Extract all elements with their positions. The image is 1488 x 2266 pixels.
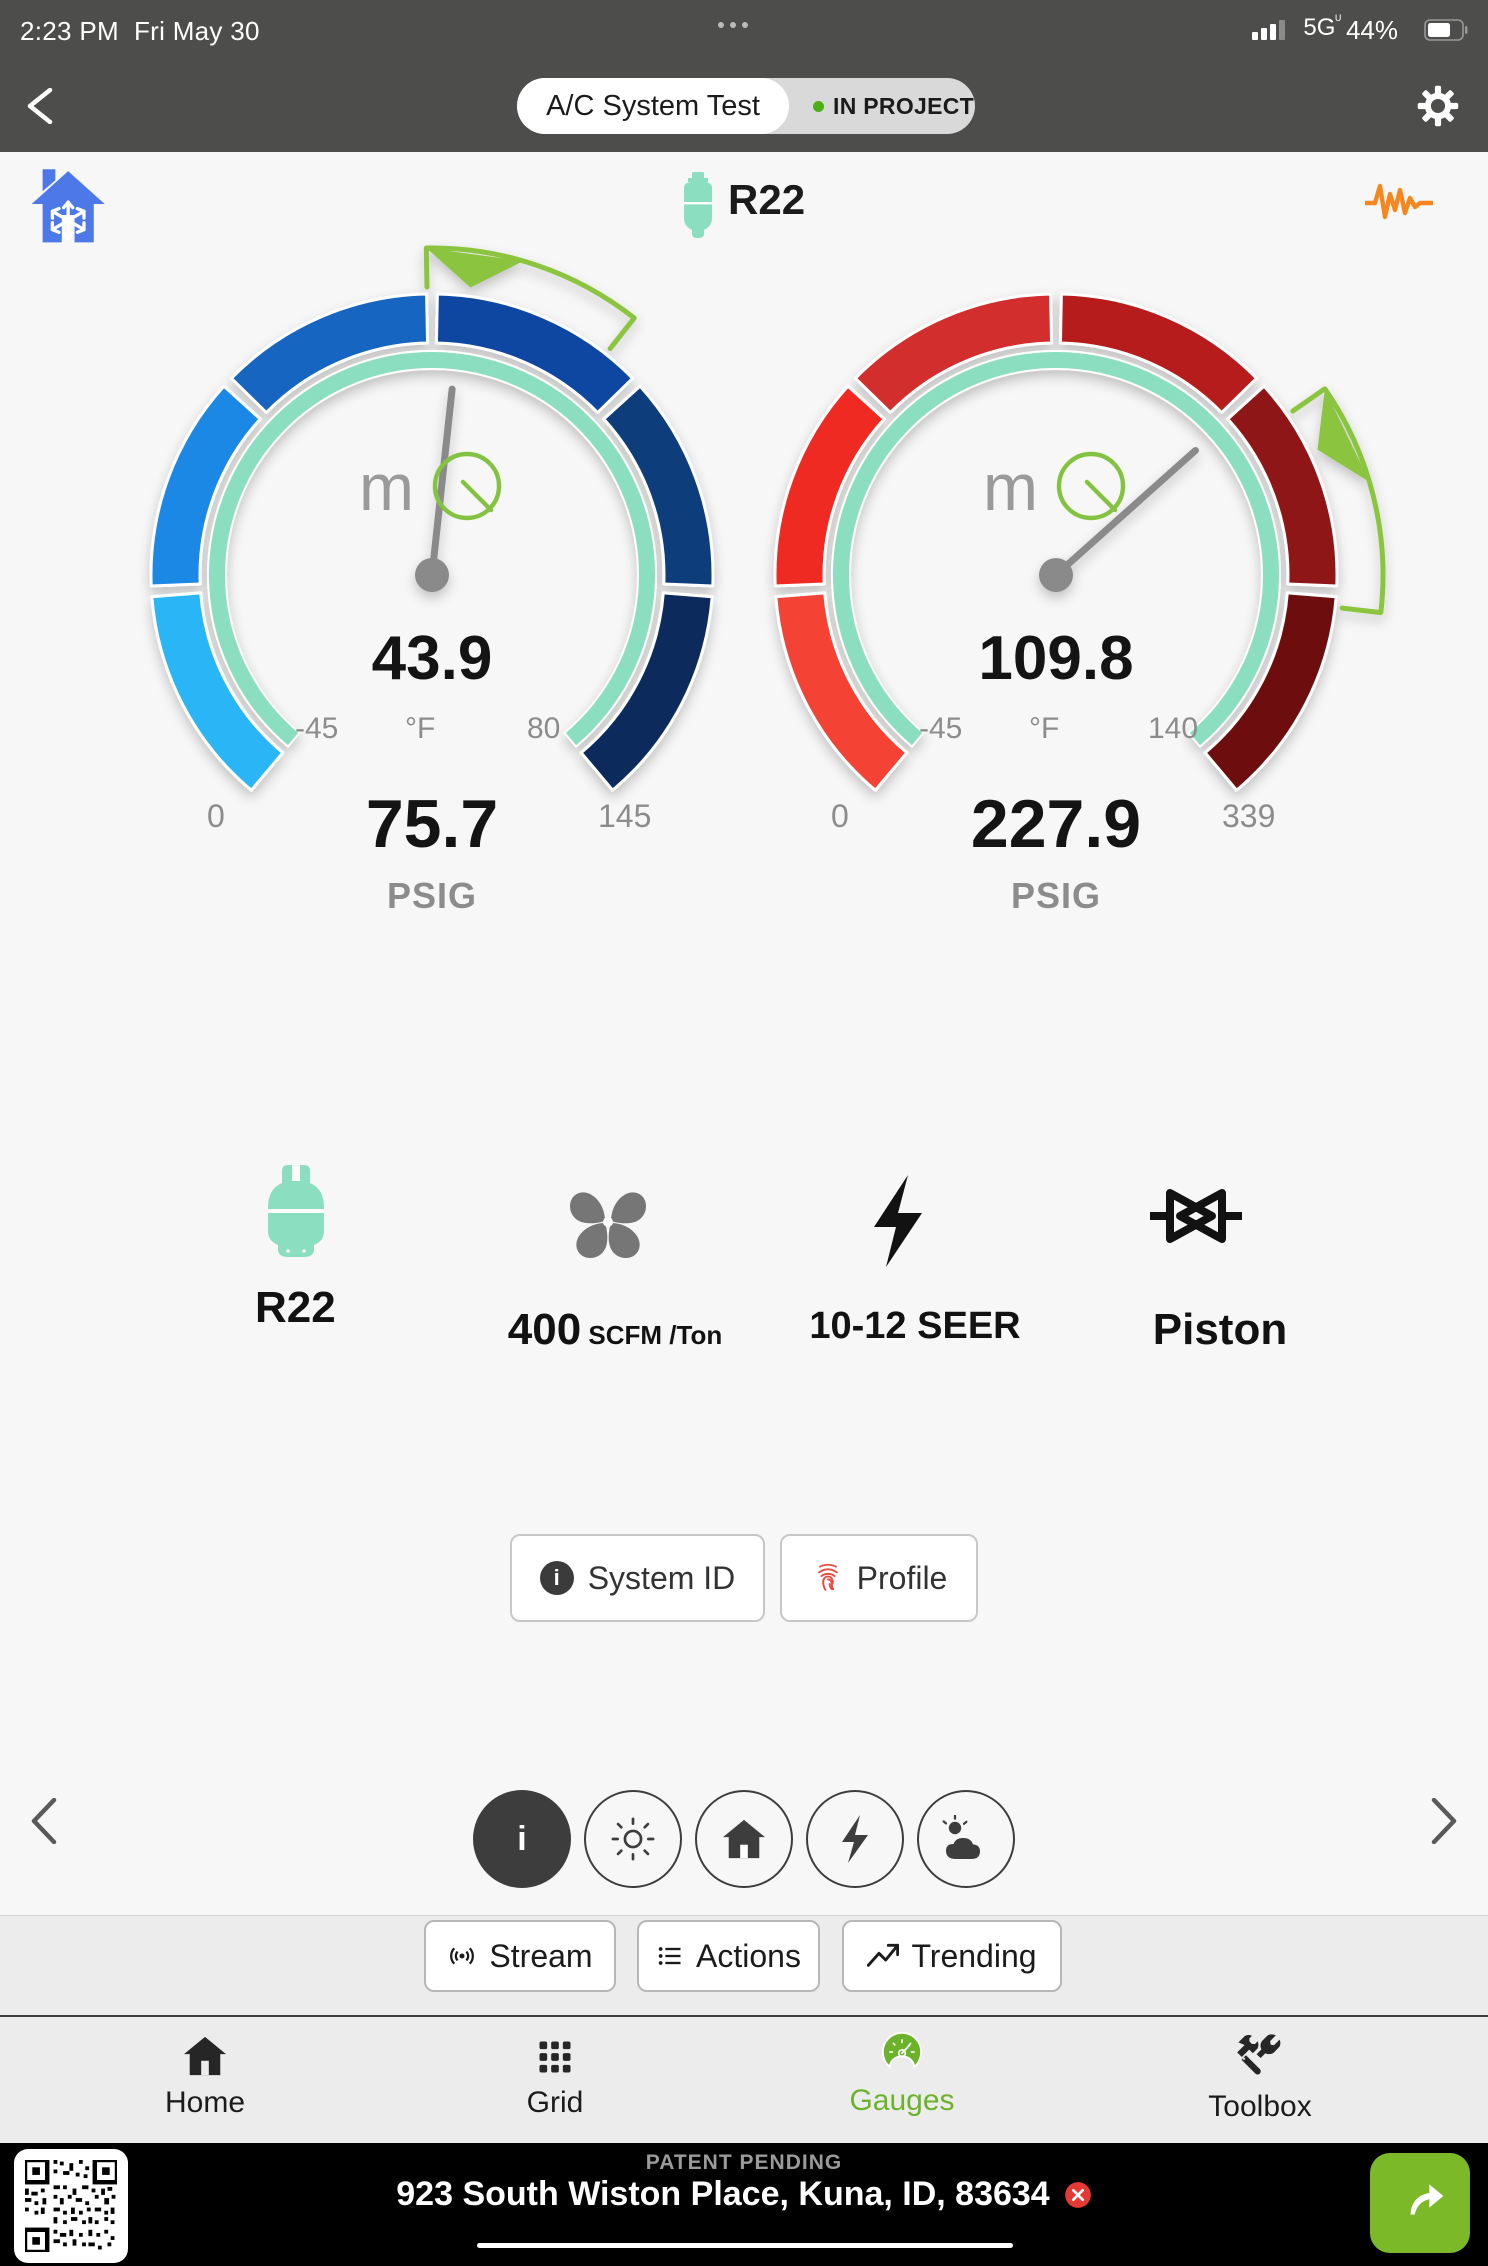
svg-text:m: m: [983, 450, 1038, 524]
svg-text:m: m: [359, 450, 414, 524]
